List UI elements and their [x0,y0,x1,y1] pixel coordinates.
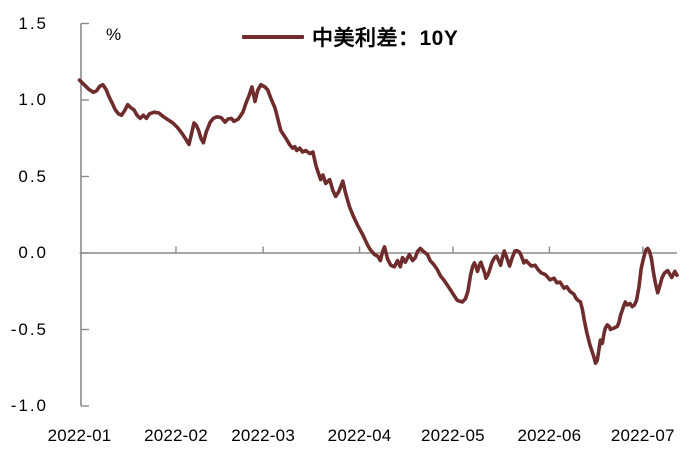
x-tick-label: 2022-05 [421,426,485,445]
x-tick-label: 2022-02 [144,426,208,445]
y-tick-label: 1.0 [18,90,48,109]
y-tick-label: -0.5 [10,319,48,339]
x-tick-label: 2022-07 [610,426,675,445]
legend-line-swatch [242,35,304,39]
series-line-10y-spread [77,78,679,366]
y-tick-label: -1.0 [10,396,48,415]
legend-series-label: 中美利差：10Y [312,27,459,50]
x-tick-label: 2022-01 [47,426,112,445]
y-axis-unit-label: % [106,25,122,44]
y-tick-label: 1.5 [18,13,48,33]
y-tick-label: 0.0 [18,243,48,262]
x-tick-label: 2022-03 [231,426,295,445]
x-tick-label: 2022-04 [327,426,392,445]
x-tick-label: 2022-06 [517,426,582,445]
legend: 中美利差：10Y [242,24,458,50]
y-tick-label: 0.5 [18,166,48,186]
